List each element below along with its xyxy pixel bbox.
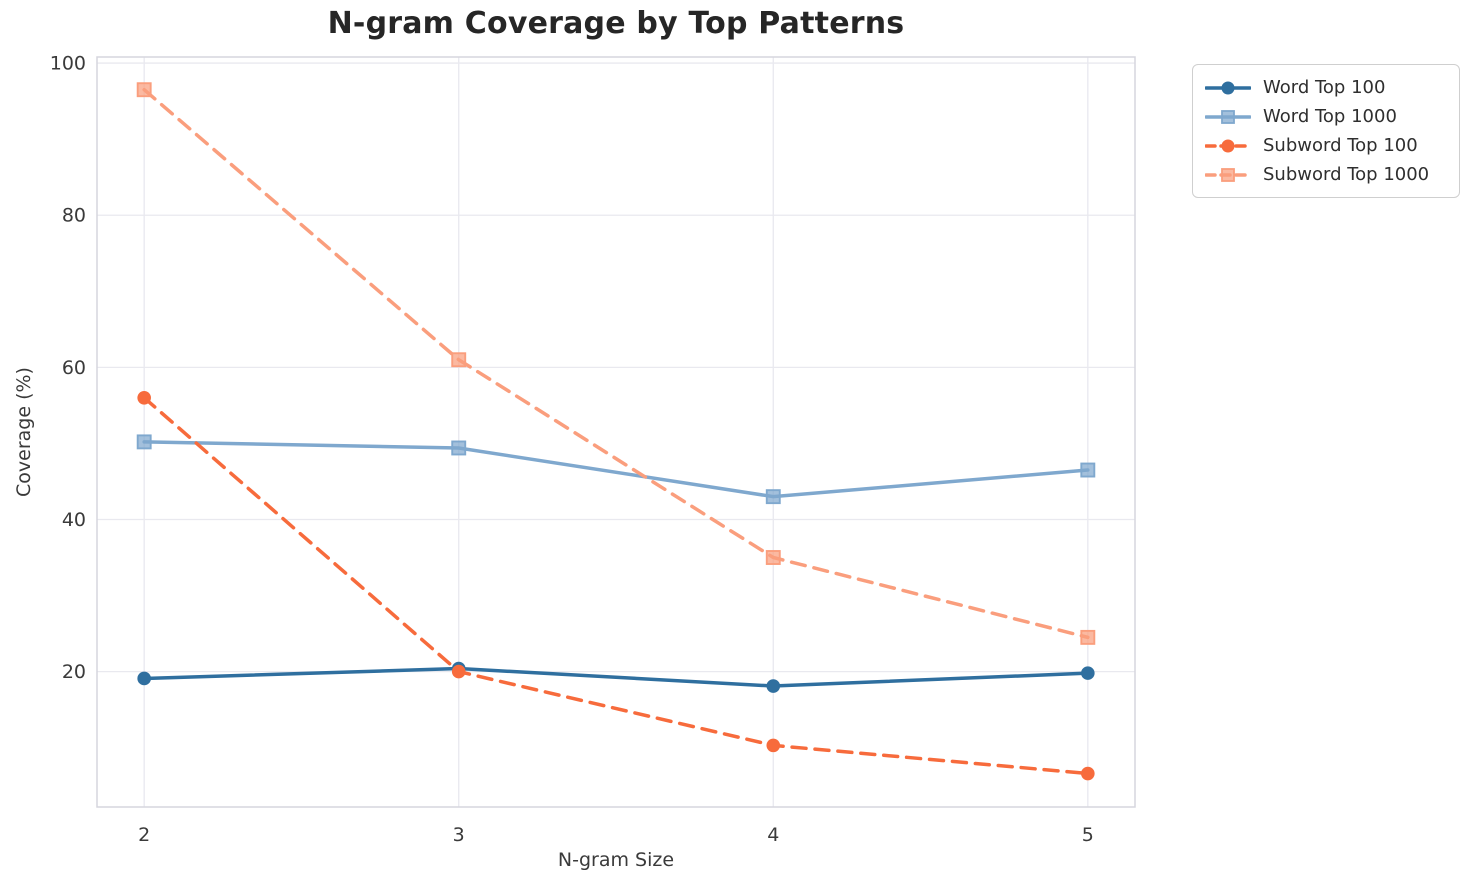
data-point-subword-top-100 — [137, 390, 151, 405]
data-point-subword-top-100 — [451, 664, 466, 679]
legend-swatch-dashed-square-icon — [1205, 167, 1251, 182]
x-tick-label: 2 — [138, 824, 150, 846]
data-point-word-top-1000 — [451, 440, 467, 456]
data-point-subword-top-1000 — [136, 82, 152, 98]
series-line-subword-top-1000 — [142, 87, 1090, 640]
series-line-word-top-1000 — [142, 440, 1090, 499]
x-tick-label: 3 — [453, 824, 465, 846]
y-tick-label: 80 — [62, 205, 86, 227]
y-tick-label: 40 — [62, 509, 86, 531]
y-axis-label: Coverage (%) — [13, 367, 35, 497]
x-axis-label: N-gram Size — [557, 849, 675, 871]
y-tick-label: 100 — [50, 53, 86, 75]
plot-border — [96, 56, 1136, 808]
legend-marker-square-icon — [1221, 109, 1235, 124]
legend-label: Word Top 100 — [1263, 77, 1386, 98]
data-point-subword-top-100 — [766, 738, 781, 753]
data-point-subword-top-1000 — [451, 352, 467, 368]
data-point-subword-top-1000 — [1080, 629, 1096, 645]
legend-item-word-top-1000: Word Top 1000 — [1205, 102, 1447, 131]
legend-marker-square-icon — [1221, 167, 1235, 182]
legend-label: Word Top 1000 — [1263, 106, 1397, 127]
x-tick-label: 4 — [767, 824, 779, 846]
legend-label: Subword Top 1000 — [1263, 164, 1430, 185]
data-point-word-top-1000 — [136, 434, 152, 450]
series-line-subword-top-100 — [142, 396, 1090, 776]
legend-item-word-top-100: Word Top 100 — [1205, 73, 1447, 102]
legend-label: Subword Top 100 — [1263, 135, 1418, 156]
data-point-word-top-100 — [766, 679, 781, 693]
legend-item-subword-top-1000: Subword Top 1000 — [1205, 160, 1447, 189]
data-point-word-top-1000 — [1080, 462, 1096, 478]
data-point-word-top-100 — [1081, 666, 1095, 680]
y-tick-label: 20 — [62, 661, 86, 683]
legend-swatch-solid-circle-icon — [1205, 81, 1251, 94]
data-point-subword-top-100 — [1081, 766, 1095, 781]
legend: Word Top 100 Word Top 1000 Subword Top 100… — [1192, 64, 1460, 198]
x-tick-label: 5 — [1082, 824, 1094, 846]
legend-marker-circle-icon — [1221, 81, 1235, 94]
data-point-word-top-100 — [137, 671, 151, 686]
legend-item-subword-top-100: Subword Top 100 — [1205, 131, 1447, 160]
legend-swatch-solid-square-icon — [1205, 109, 1251, 124]
chart-title: N-gram Coverage by Top Patterns — [327, 6, 905, 41]
legend-marker-circle-icon — [1221, 139, 1235, 152]
y-tick-label: 60 — [62, 357, 86, 379]
series-line-word-top-100 — [142, 666, 1090, 688]
data-point-word-top-1000 — [765, 489, 781, 505]
data-point-subword-top-1000 — [765, 550, 781, 565]
legend-swatch-dashed-circle-icon — [1205, 139, 1251, 152]
